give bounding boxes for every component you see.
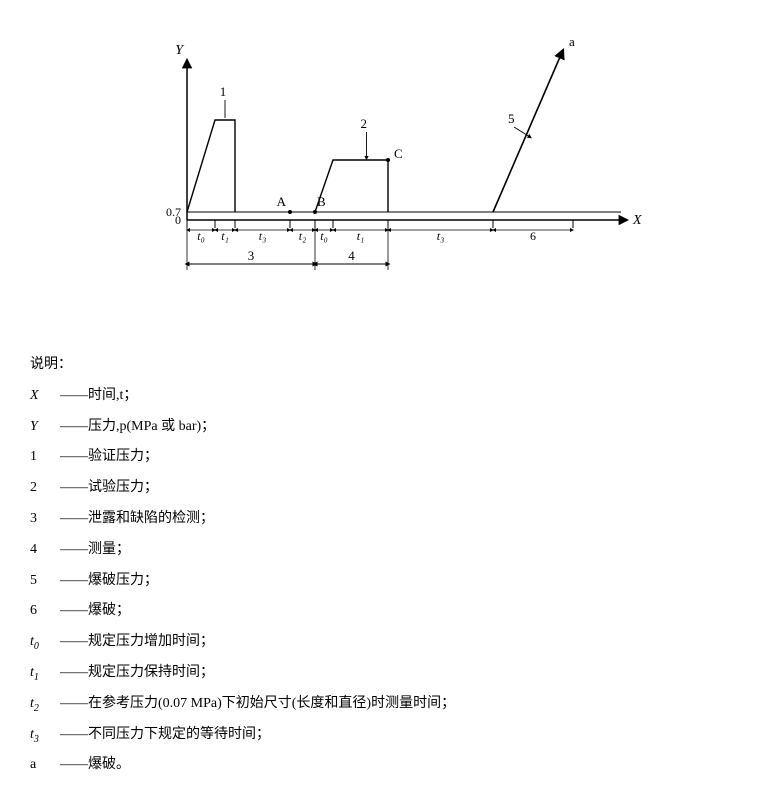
legend-dash: —— [60,504,88,535]
legend-dash: —— [60,442,88,473]
legend-row: t1 ——规定压力保持时间； [30,658,744,689]
legend-dash: —— [60,596,88,627]
legend-value: 不同压力下规定的等待时间； [88,720,270,751]
legend-row: Y ——压力,p(MPa 或 bar)； [30,412,744,443]
legend-value: 验证压力； [88,442,158,473]
legend-key: t1 [30,658,60,689]
legend-value: 规定压力增加时间； [88,627,214,658]
legend-dash: —— [60,473,88,504]
callout-1: 1 [220,84,227,99]
legend-dash: —— [60,720,88,751]
seg-label: 6 [530,229,536,243]
legend-dash: —— [60,658,88,689]
x-axis-label: X [632,213,642,228]
legend-key: 3 [30,504,60,535]
legend-value: 时间,t； [88,381,137,412]
legend-row: t0 ——规定压力增加时间； [30,627,744,658]
legend-key: 4 [30,535,60,566]
legend-row: t3 ——不同压力下规定的等待时间； [30,720,744,751]
legend-value: 在参考压力(0.07 MPa)下初始尺寸(长度和直径)时测量时间； [88,689,455,720]
proof-pressure-curve [187,120,235,212]
legend: 说明： X ——时间,t；Y ——压力,p(MPa 或 bar)；1 ——验证压… [30,350,744,781]
point-c [386,158,390,162]
legend-key: t0 [30,627,60,658]
legend-value: 爆破； [88,596,130,627]
callout-5: 5 [508,111,515,126]
seg-label: t₀ [320,229,328,243]
legend-dash: —— [60,689,88,720]
legend-dash: —— [60,566,88,597]
pressure-time-chart: XY0.70ABCa125t₀t₁t₃t₂t₀t₁t₃634 [127,20,647,320]
label-a: A [277,194,287,209]
legend-dash: —— [60,381,88,412]
legend-row: 6 ——爆破； [30,596,744,627]
seg-label: t₃ [259,229,267,243]
legend-row: a ——爆破。 [30,750,744,781]
seg-label: t₁ [357,229,365,243]
legend-key: 1 [30,442,60,473]
point-a [288,210,292,214]
y-tick-0: 0 [175,213,181,227]
test-pressure-curve [315,160,388,212]
legend-key: t3 [30,720,60,751]
diagram-container: XY0.70ABCa125t₀t₁t₃t₂t₀t₁t₃634 [30,20,744,320]
legend-row: 1 ——验证压力； [30,442,744,473]
legend-row: 2 ——试验压力； [30,473,744,504]
seg-label: t₀ [197,229,205,243]
legend-value: 规定压力保持时间； [88,658,214,689]
legend-row: X ——时间,t； [30,381,744,412]
legend-key: X [30,381,60,412]
legend-value: 试验压力； [88,473,158,504]
label-a-burst: a [569,34,575,49]
legend-dash: —— [60,750,88,781]
dim-3-label: 3 [248,248,255,263]
legend-row: 4 ——测量； [30,535,744,566]
legend-row: t2 ——在参考压力(0.07 MPa)下初始尺寸(长度和直径)时测量时间； [30,689,744,720]
legend-key: 6 [30,596,60,627]
seg-label: t₃ [437,229,445,243]
burst-line [493,50,563,212]
legend-row: 5 ——爆破压力； [30,566,744,597]
legend-key: 2 [30,473,60,504]
legend-value: 测量； [88,535,130,566]
y-axis-label: Y [175,43,185,58]
dim-4-label: 4 [348,248,355,263]
seg-label: t₂ [299,229,307,243]
legend-key: t2 [30,689,60,720]
legend-row: 3 ——泄露和缺陷的检测； [30,504,744,535]
legend-value: 爆破压力； [88,566,158,597]
legend-key: a [30,750,60,781]
legend-dash: —— [60,412,88,443]
legend-dash: —— [60,535,88,566]
legend-value: 泄露和缺陷的检测； [88,504,214,535]
legend-value: 爆破。 [88,750,130,781]
legend-title: 说明： [30,350,744,381]
legend-key: Y [30,412,60,443]
legend-key: 5 [30,566,60,597]
seg-label: t₁ [221,229,229,243]
label-c: C [394,146,403,161]
callout-2: 2 [361,116,368,131]
legend-dash: —— [60,627,88,658]
legend-value: 压力,p(MPa 或 bar)； [88,412,215,443]
